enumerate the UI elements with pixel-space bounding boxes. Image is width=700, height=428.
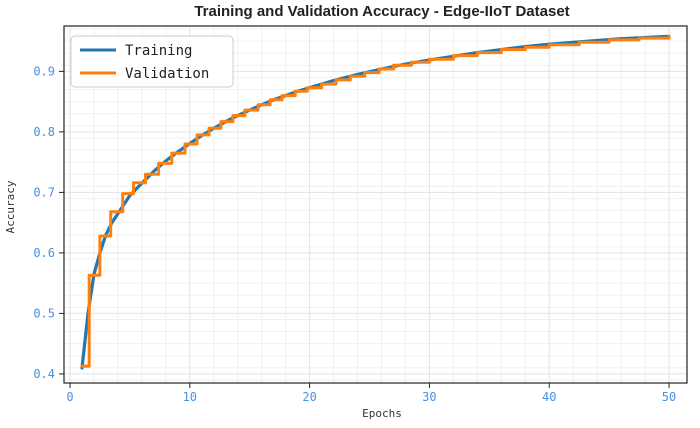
- x-tick-label: 50: [662, 390, 676, 404]
- y-tick-label: 0.8: [33, 125, 55, 139]
- y-tick-label: 0.6: [33, 246, 55, 260]
- y-tick-label: 0.9: [33, 64, 55, 78]
- plot-frame: [63, 25, 688, 384]
- legend-label-validation: Validation: [125, 66, 209, 82]
- y-tick-label: 0.4: [33, 367, 55, 381]
- y-axis-label: Accuracy: [4, 180, 17, 233]
- y-tick-label: 0.7: [33, 185, 55, 199]
- legend-label-training: Training: [125, 43, 192, 59]
- chart-title: Training and Validation Accuracy - Edge-…: [194, 3, 569, 20]
- series-layer: [80, 34, 671, 370]
- x-tick-label: 30: [422, 390, 436, 404]
- x-tick-label: 40: [542, 390, 556, 404]
- series-line-validation: [80, 34, 671, 368]
- legend: Training Validation: [70, 35, 234, 88]
- minor-grid: [64, 26, 687, 383]
- y-axis-ticks: 0.4 0.5 0.6 0.7 0.8 0.9: [33, 64, 64, 381]
- x-tick-label: 0: [66, 390, 73, 404]
- x-axis-ticks: 0 10 20 30 40 50: [66, 383, 676, 404]
- x-tick-label: 10: [183, 390, 197, 404]
- x-tick-label: 20: [302, 390, 316, 404]
- y-tick-label: 0.5: [33, 306, 55, 320]
- x-axis-label: Epochs: [362, 407, 402, 420]
